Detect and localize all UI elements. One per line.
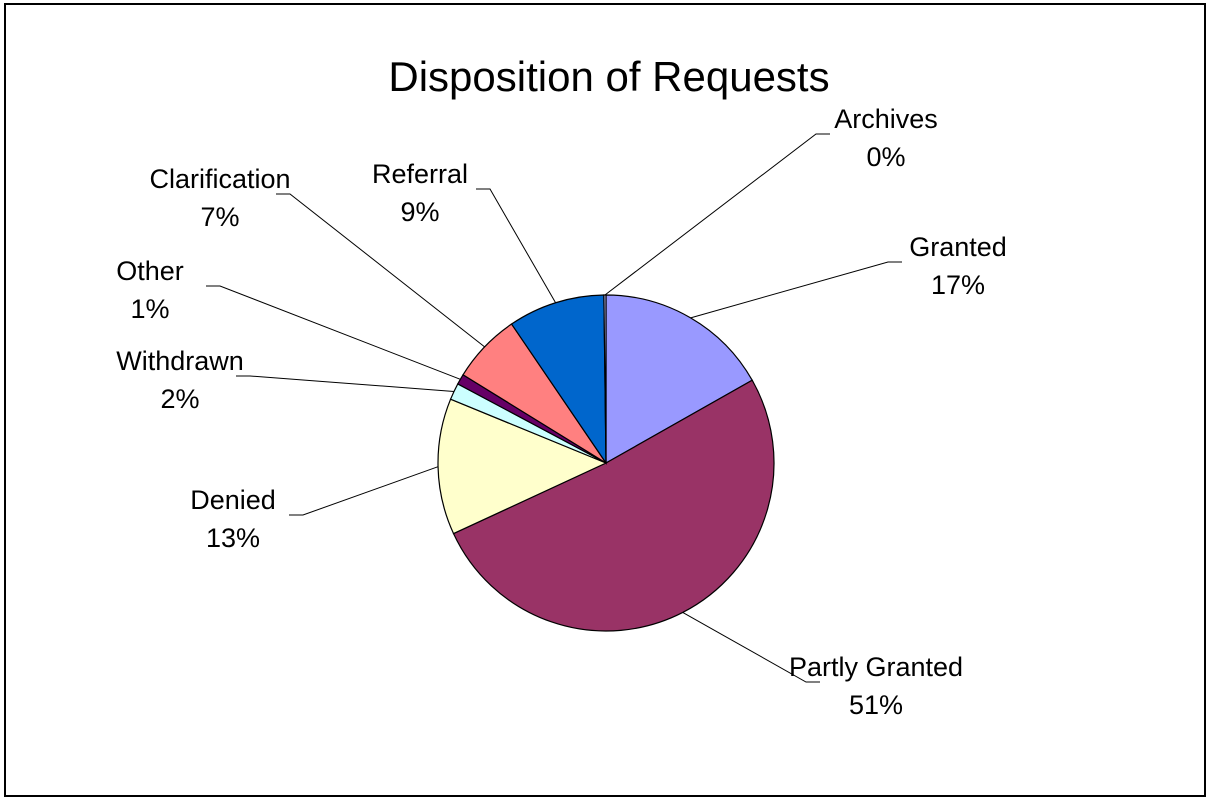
leader-line-referral [476, 188, 557, 303]
data-label-percent: 0% [866, 142, 905, 172]
leader-line-denied [289, 466, 439, 516]
pie-slice-granted [605, 294, 754, 465]
data-label-name: Clarification [149, 164, 290, 194]
data-label-percent: 7% [200, 202, 239, 232]
data-label-percent: 13% [206, 523, 260, 553]
data-label-name: Referral [372, 159, 468, 189]
data-label-percent: 17% [931, 270, 985, 300]
pie-slice-partly-granted [452, 379, 775, 632]
data-label-name: Withdrawn [116, 346, 244, 376]
data-label-percent: 2% [160, 384, 199, 414]
data-label-name: Granted [909, 232, 1007, 262]
leader-line-other [206, 285, 461, 380]
data-label-percent: 51% [849, 690, 903, 720]
leader-line-withdrawn [236, 375, 455, 392]
leader-lines [206, 133, 902, 683]
leader-line-granted [690, 261, 902, 319]
data-label-percent: 1% [130, 294, 169, 324]
leader-line-archives [604, 133, 830, 296]
data-label-name: Other [116, 256, 184, 286]
data-label-name: Denied [190, 485, 276, 515]
pie-slice-denied [437, 398, 608, 535]
pie-slices [437, 294, 775, 632]
leader-line-partly-granted [682, 612, 820, 683]
chart-title: Disposition of Requests [388, 53, 829, 100]
data-label-name: Partly Granted [789, 652, 963, 682]
leader-line-clarification [276, 193, 485, 348]
data-labels: Granted 17% Partly Granted 51% Denied 13% With… [116, 104, 1007, 720]
data-label-percent: 9% [400, 197, 439, 227]
data-label-name: Archives [834, 104, 938, 134]
